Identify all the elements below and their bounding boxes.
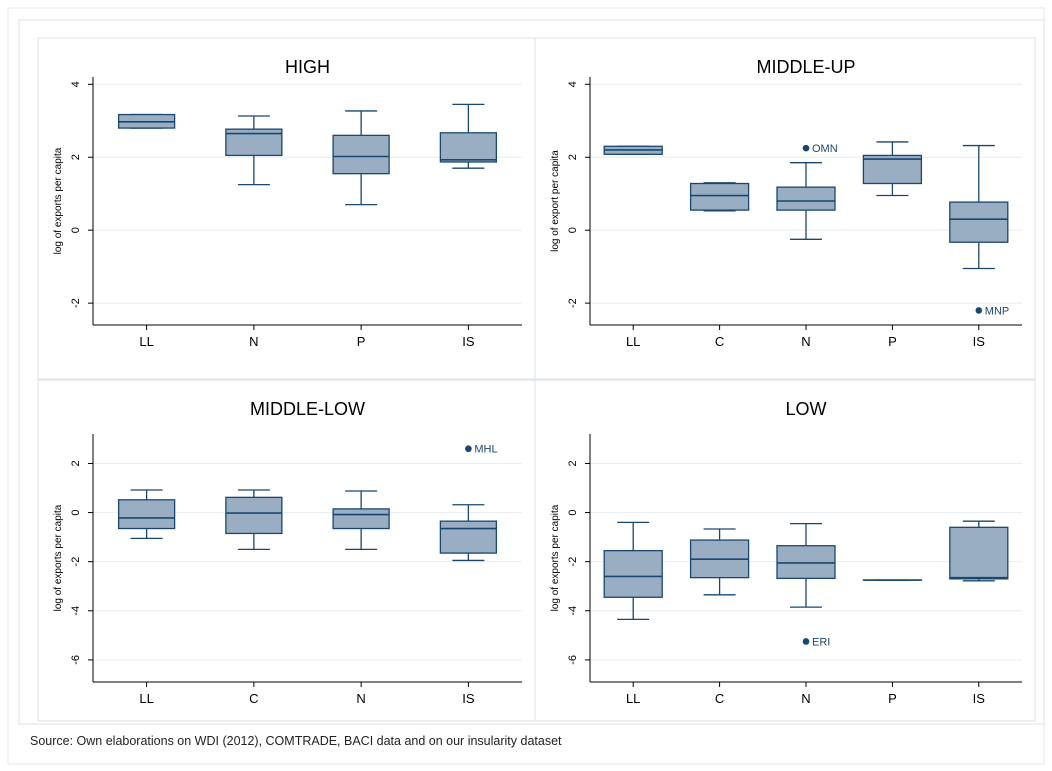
panel-title: LOW bbox=[785, 399, 826, 419]
outlier-label: MNP bbox=[985, 305, 1009, 317]
box-c bbox=[689, 182, 750, 212]
box-c bbox=[225, 489, 283, 551]
x-tick-label: IS bbox=[973, 334, 986, 349]
box-iqr bbox=[862, 154, 923, 185]
y-tick-label: 0 bbox=[70, 510, 82, 516]
box-iqr bbox=[225, 496, 283, 535]
box-iqr bbox=[117, 499, 176, 530]
box-p bbox=[332, 110, 390, 206]
box-n bbox=[776, 522, 836, 608]
x-tick-label: C bbox=[249, 691, 258, 706]
x-tick-label: IS bbox=[973, 691, 986, 706]
y-axis-label: log of exports per capita bbox=[53, 504, 64, 611]
x-tick-label: C bbox=[715, 334, 724, 349]
box-iqr bbox=[332, 508, 390, 530]
x-tick-label: N bbox=[249, 334, 258, 349]
y-tick-label: 0 bbox=[70, 227, 82, 233]
y-axis-label: log of export per capita bbox=[550, 150, 561, 252]
y-tick-label: -2 bbox=[567, 298, 579, 308]
y-tick-label: 0 bbox=[567, 510, 579, 516]
y-axis-label: log of exports per capita bbox=[550, 504, 561, 611]
x-tick-label: LL bbox=[139, 691, 153, 706]
x-tick-label: N bbox=[801, 691, 810, 706]
x-tick-label: IS bbox=[462, 691, 475, 706]
box-iqr bbox=[439, 132, 498, 163]
source-note: Source: Own elaborations on WDI (2012), … bbox=[30, 734, 562, 748]
y-tick-label: -4 bbox=[70, 606, 82, 616]
panel-low: LOW -6 -4 -2 0 2 log of exports per capita LL C N… bbox=[534, 379, 1036, 722]
box-ll bbox=[117, 113, 176, 129]
y-tick-label: 2 bbox=[70, 460, 82, 466]
box-iqr bbox=[949, 201, 1009, 243]
panel-middle-low: MIDDLE-LOW -6 -4 -2 0 2 log of exports per cap… bbox=[37, 379, 536, 722]
outlier-point bbox=[802, 144, 810, 152]
y-tick-label: -2 bbox=[70, 298, 82, 308]
box-ll bbox=[117, 489, 176, 540]
panel-middle-up: MIDDLE-UP -2 0 2 4 log of export per capita LL… bbox=[534, 37, 1036, 380]
y-tick-label: 2 bbox=[70, 154, 82, 160]
x-tick-label: P bbox=[888, 334, 897, 349]
box-iqr bbox=[603, 549, 663, 598]
x-tick-label: LL bbox=[626, 691, 640, 706]
x-tick-label: LL bbox=[626, 334, 640, 349]
panel-frame bbox=[37, 37, 536, 380]
box-iqr bbox=[689, 182, 750, 211]
y-tick-label: 0 bbox=[567, 227, 579, 233]
x-tick-label: N bbox=[801, 334, 810, 349]
y-axis-label: log of exports per capita bbox=[53, 147, 64, 254]
outlier-label: MHL bbox=[474, 444, 497, 456]
y-tick-label: -6 bbox=[567, 655, 579, 665]
panel-title: HIGH bbox=[285, 57, 330, 77]
x-tick-label: N bbox=[356, 691, 365, 706]
x-tick-label: P bbox=[888, 691, 897, 706]
box-iqr bbox=[439, 520, 498, 554]
box-is bbox=[949, 144, 1009, 270]
panel-high: HIGH -2 0 2 4 log of exports per capita LL N P IS bbox=[37, 37, 536, 380]
outlier-label: OMN bbox=[812, 143, 838, 155]
box-ll bbox=[603, 145, 663, 155]
y-tick-label: 4 bbox=[567, 81, 579, 87]
y-tick-label: -2 bbox=[567, 557, 579, 567]
outlier-point bbox=[975, 307, 983, 314]
panel-title: MIDDLE-UP bbox=[756, 57, 855, 77]
outlier-point bbox=[465, 445, 472, 453]
box-iqr bbox=[776, 545, 836, 580]
y-tick-label: 4 bbox=[70, 81, 82, 87]
box-ll bbox=[603, 521, 663, 621]
y-tick-label: -4 bbox=[567, 606, 579, 616]
box-iqr bbox=[776, 186, 836, 211]
y-tick-label: -2 bbox=[70, 557, 82, 567]
box-n bbox=[332, 490, 390, 551]
x-tick-label: C bbox=[715, 691, 724, 706]
box-is bbox=[949, 520, 1009, 582]
box-c bbox=[689, 528, 750, 596]
outlier-point bbox=[802, 638, 810, 645]
box-is bbox=[439, 103, 498, 169]
panel-title: MIDDLE-LOW bbox=[250, 399, 365, 419]
x-tick-label: LL bbox=[139, 334, 153, 349]
x-tick-label: IS bbox=[462, 334, 475, 349]
y-tick-label: -6 bbox=[70, 655, 82, 665]
y-tick-label: 2 bbox=[567, 154, 579, 160]
box-iqr bbox=[332, 134, 390, 175]
panels: HIGH -2 0 2 4 log of exports per capita LL N P IS… bbox=[37, 37, 1036, 722]
y-tick-label: 2 bbox=[567, 460, 579, 466]
box-n bbox=[225, 115, 283, 186]
box-p bbox=[862, 141, 923, 197]
box-iqr bbox=[949, 526, 1009, 580]
x-tick-label: P bbox=[357, 334, 366, 349]
outlier-label: ERI bbox=[812, 636, 830, 648]
box-n bbox=[776, 162, 836, 240]
box-is bbox=[439, 504, 498, 562]
